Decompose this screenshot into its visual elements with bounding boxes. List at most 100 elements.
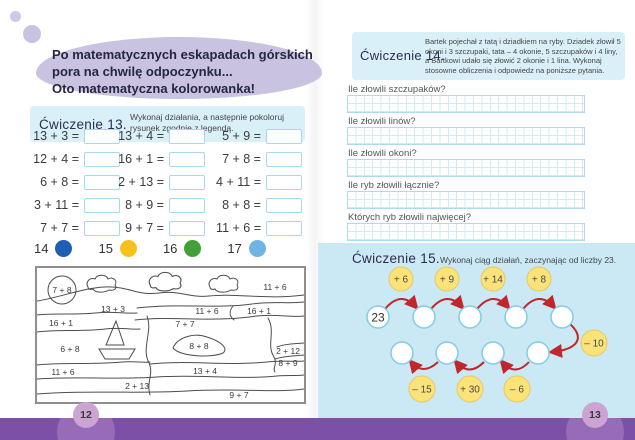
chain-operation-badge [388, 266, 414, 292]
picture-expression-band-right-2: 16 + 1 [247, 306, 271, 316]
thought-dot-medium [23, 25, 41, 43]
legend-item-16: 16 [162, 240, 202, 257]
chain-operation-badge [408, 375, 436, 403]
answer-grid[interactable] [347, 127, 585, 145]
cloud-icon [208, 274, 239, 293]
problem-row: 2 + 13 = [118, 174, 205, 190]
problem-row: 8 + 8 = [216, 197, 302, 213]
answer-box[interactable] [84, 151, 120, 167]
footer-band [0, 418, 635, 440]
island-shape [172, 334, 226, 357]
chain-operation-badge [526, 266, 552, 292]
answer-box[interactable] [266, 220, 302, 236]
chain-answer-circle[interactable] [412, 305, 436, 329]
chain-arrow [476, 294, 511, 310]
exercise-14-header: Ćwiczenie 14. Bartek pojechał z tatą i d… [352, 32, 625, 80]
legend-item-15: 15 [98, 240, 137, 257]
chain-answer-circle[interactable] [481, 341, 505, 365]
chain-start-number: 23 [371, 311, 385, 325]
answer-box[interactable] [266, 151, 302, 167]
chain-operation-badge [580, 329, 608, 357]
legend-number: 15 [98, 241, 113, 256]
sun-shape [47, 275, 77, 305]
bubble-line-3: Oto matematyczna kolorowanka! [52, 81, 255, 96]
problem-row: 6 + 8 = [28, 174, 120, 190]
answer-box[interactable] [266, 174, 302, 190]
answer-box[interactable] [169, 220, 205, 236]
picture-expression-mountain: 13 + 3 [101, 304, 125, 314]
chain-answer-circle[interactable] [458, 305, 482, 329]
answer-box[interactable] [266, 197, 302, 213]
legend-number: 16 [162, 241, 178, 256]
chain-arrow-down [548, 323, 579, 358]
problem-row: 7 + 8 = [216, 151, 302, 167]
band-line [149, 360, 304, 365]
math-expression: 4 + 11 = [216, 175, 261, 189]
bubble-line-2: pora na chwilę odpoczynku... [52, 64, 233, 79]
exercise-15-instruction: Wykonaj ciąg działań, zaczynając od licz… [440, 255, 617, 265]
mountain-line [37, 286, 304, 302]
answer-box[interactable] [84, 220, 120, 236]
picture-expression-band-right-1: 11 + 6 [195, 306, 219, 316]
chain-arrow [408, 358, 439, 375]
band-divider [229, 305, 235, 321]
thought-dot-small [10, 11, 21, 22]
answer-box[interactable] [84, 128, 120, 144]
picture-expression-right-small-2: 8 + 9 [278, 358, 297, 368]
answer-grid[interactable] [347, 159, 585, 177]
problem-row: 16 + 1 = [118, 151, 205, 167]
answer-grid[interactable] [347, 191, 585, 209]
answer-box[interactable] [169, 128, 205, 144]
math-expression: 12 + 4 = [33, 152, 79, 166]
problem-row: 8 + 9 = [120, 197, 205, 213]
problem-row: 13 + 4 = [118, 128, 205, 144]
band-line [136, 301, 304, 309]
chain-operation-label: – 15 [412, 385, 432, 396]
chain-start-circle [366, 305, 390, 329]
footer-arc-right [566, 418, 624, 440]
answer-grid[interactable] [347, 95, 585, 113]
legend-color-dot-yellow [119, 240, 137, 257]
color-legend: 14 15 16 17 [34, 240, 266, 257]
speech-bubble-text: Po matematycznych eskapadach górskich po… [52, 46, 313, 97]
exercise-15-label: Ćwiczenie 15. [352, 251, 440, 266]
band-line [37, 388, 304, 395]
answer-grid[interactable] [347, 223, 585, 241]
legend-color-dot-blue [55, 240, 73, 257]
chain-answer-circle[interactable] [435, 341, 459, 365]
problem-row: 11 + 6 = [216, 220, 302, 236]
exercise-13-instruction: Wykonaj działania, a następnie pokoloruj… [130, 112, 284, 133]
answer-box[interactable] [266, 128, 302, 144]
problem-row: 4 + 11 = [216, 174, 302, 190]
exercise-14-label: Ćwiczenie 14. [360, 48, 445, 63]
math-expression: 7 + 7 = [40, 221, 79, 235]
chain-answer-circle[interactable] [550, 305, 574, 329]
chain-arrow [430, 294, 465, 310]
problems-column-3: 5 + 9 = 7 + 8 = 4 + 11 = 8 + 8 = 11 + 6 … [216, 128, 302, 236]
chain-answer-circle[interactable] [504, 305, 528, 329]
picture-expression-water-left: 6 + 8 [60, 344, 79, 354]
legend-item-17: 17 [227, 240, 266, 257]
answer-box[interactable] [169, 174, 205, 190]
number-chain-diagram: + 6 + 9 + 14 + 8 – 10 – 15 + 30 – 6 23 [366, 266, 608, 403]
band-line [276, 342, 304, 348]
chain-answer-circle[interactable] [390, 341, 414, 365]
legend-color-dot-green [184, 240, 202, 257]
chain-answer-circle[interactable] [526, 341, 550, 365]
vertical-divider-line [145, 315, 152, 396]
picture-expression-lower-mid: 13 + 4 [193, 366, 217, 376]
answer-box[interactable] [84, 174, 120, 190]
answer-box[interactable] [169, 197, 205, 213]
math-expression: 11 + 6 = [216, 221, 261, 235]
question-lacznie: Ile ryb złowili łącznie? [348, 180, 440, 191]
problem-row: 7 + 7 = [28, 220, 120, 236]
coloring-picture[interactable]: 7 + 8 11 + 6 [35, 266, 306, 404]
math-expression: 13 + 3 = [33, 129, 79, 143]
speech-bubble [36, 37, 322, 99]
picture-expression-right-small-1: 2 + 12 [276, 346, 300, 356]
problem-row: 12 + 4 = [28, 151, 120, 167]
answer-box[interactable] [169, 151, 205, 167]
page-number-right: 13 [582, 402, 608, 428]
picture-expression-center: 7 + 7 [175, 319, 194, 329]
answer-box[interactable] [84, 197, 120, 213]
